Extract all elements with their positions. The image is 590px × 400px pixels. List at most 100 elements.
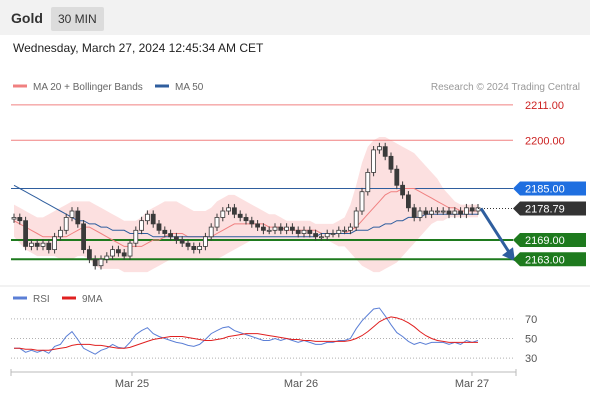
candle xyxy=(220,210,226,218)
candle xyxy=(208,226,214,238)
instrument-title: Gold xyxy=(11,10,43,26)
candle xyxy=(452,210,458,215)
candle xyxy=(417,210,423,218)
last-price-tag xyxy=(513,201,586,216)
candle xyxy=(92,258,98,267)
candle xyxy=(388,155,394,170)
forecast-arrow-shaft xyxy=(479,207,513,257)
candle xyxy=(278,226,284,231)
candle xyxy=(301,229,307,234)
candle xyxy=(52,236,57,251)
level-tag-4 xyxy=(513,252,586,267)
candle xyxy=(307,229,313,234)
rsi-series-0 xyxy=(14,307,479,355)
credit-text: Research © 2024 Trading Central xyxy=(431,82,580,93)
rsi-legend-swatch-1 xyxy=(62,296,76,300)
candle xyxy=(272,226,278,231)
candle xyxy=(376,146,382,151)
candle xyxy=(156,223,162,231)
candle xyxy=(139,220,145,231)
legend-label-0: MA 20 + Bollinger Bands xyxy=(33,82,143,93)
candle xyxy=(116,249,121,254)
candle xyxy=(23,220,29,247)
rsi-series-1 xyxy=(14,316,478,351)
rsi-legend-label-0: RSI xyxy=(33,294,50,305)
candle xyxy=(231,207,237,215)
candle xyxy=(34,242,40,247)
candle xyxy=(284,226,290,231)
candle xyxy=(295,229,301,234)
candle xyxy=(40,242,46,247)
candle xyxy=(144,213,150,222)
candle xyxy=(469,207,475,212)
candle xyxy=(347,226,353,231)
interval-badge[interactable]: 30 MIN xyxy=(51,7,104,31)
candle xyxy=(226,207,232,212)
candle xyxy=(197,245,203,251)
header-bar: Gold 30 MIN xyxy=(0,0,590,35)
candle xyxy=(371,149,377,173)
rsi-legend-swatch-0 xyxy=(13,296,27,300)
candle xyxy=(243,217,249,222)
level-label-1: 2200.00 xyxy=(525,135,565,147)
candle xyxy=(330,233,336,235)
rsi-legend-label-1: 9MA xyxy=(82,294,103,305)
candle xyxy=(405,194,411,209)
level-label-2: 2185.00 xyxy=(525,184,565,196)
candle xyxy=(394,168,400,186)
candle xyxy=(463,207,469,215)
candle xyxy=(81,223,86,251)
candle xyxy=(202,236,208,247)
candle xyxy=(342,229,348,232)
x-tick-label-2: Mar 27 xyxy=(455,378,489,390)
candle xyxy=(423,210,429,215)
level-label-3: 2169.00 xyxy=(525,235,565,247)
candle xyxy=(150,213,156,225)
level-tag-2 xyxy=(513,181,586,196)
candle xyxy=(324,233,330,238)
candle xyxy=(429,210,435,215)
candle xyxy=(98,258,104,267)
candle xyxy=(237,213,243,218)
candle xyxy=(69,210,75,218)
rsi-tick-label-1: 50 xyxy=(525,334,537,346)
candle xyxy=(434,210,440,213)
candle xyxy=(359,191,365,212)
candle xyxy=(318,236,324,239)
candle xyxy=(28,242,34,247)
level-label-4: 2163.00 xyxy=(525,254,565,266)
candle xyxy=(382,146,388,157)
candle xyxy=(58,229,63,238)
candle xyxy=(179,239,185,244)
candle xyxy=(110,249,115,257)
candle xyxy=(162,229,168,234)
candles xyxy=(11,142,481,270)
level-tag-3 xyxy=(513,232,586,247)
candle xyxy=(185,242,191,247)
candle xyxy=(289,226,295,231)
legend-swatch-0 xyxy=(13,84,27,88)
x-tick-label-1: Mar 26 xyxy=(284,378,318,390)
candle xyxy=(260,226,266,231)
candle xyxy=(313,233,319,238)
candle xyxy=(63,217,69,231)
candle xyxy=(168,233,174,238)
candle xyxy=(214,217,220,228)
bollinger-band xyxy=(14,137,478,273)
candle xyxy=(173,236,179,241)
rsi-tick-label-2: 30 xyxy=(525,353,537,365)
candle xyxy=(17,217,23,222)
candle xyxy=(104,255,110,260)
candle xyxy=(411,207,417,218)
candle xyxy=(133,229,139,244)
candle xyxy=(87,249,92,260)
candle xyxy=(446,210,452,215)
candle xyxy=(191,245,197,251)
ma50-line xyxy=(13,184,478,238)
candle xyxy=(440,210,446,213)
candle xyxy=(249,220,255,225)
candle xyxy=(46,242,52,251)
last-price-label: 2178.79 xyxy=(525,203,565,215)
candle xyxy=(11,217,17,220)
